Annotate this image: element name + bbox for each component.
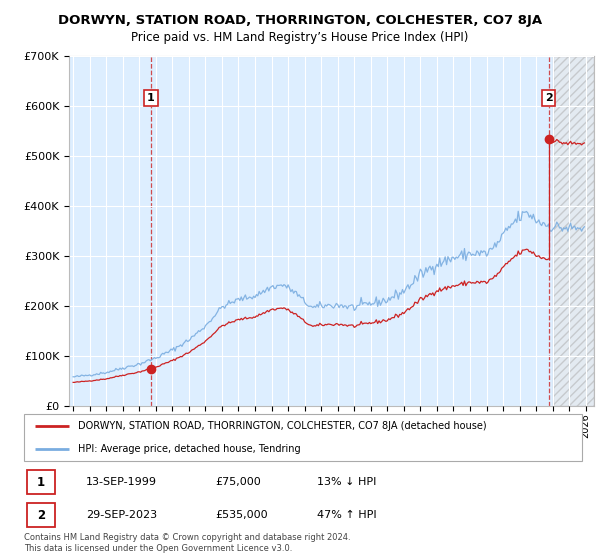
- Text: DORWYN, STATION ROAD, THORRINGTON, COLCHESTER, CO7 8JA: DORWYN, STATION ROAD, THORRINGTON, COLCH…: [58, 14, 542, 27]
- Bar: [553, 56, 594, 406]
- FancyBboxPatch shape: [27, 503, 55, 528]
- Bar: [553, 56, 594, 406]
- Text: 13% ↓ HPI: 13% ↓ HPI: [317, 477, 377, 487]
- Text: 1: 1: [147, 93, 155, 103]
- Text: Contains HM Land Registry data © Crown copyright and database right 2024.
This d: Contains HM Land Registry data © Crown c…: [24, 533, 350, 553]
- Text: Price paid vs. HM Land Registry’s House Price Index (HPI): Price paid vs. HM Land Registry’s House …: [131, 31, 469, 44]
- FancyBboxPatch shape: [27, 470, 55, 494]
- Text: 2: 2: [37, 509, 45, 522]
- Text: 2: 2: [545, 93, 553, 103]
- Text: £75,000: £75,000: [216, 477, 262, 487]
- Text: 29-SEP-2023: 29-SEP-2023: [86, 510, 157, 520]
- Text: 13-SEP-1999: 13-SEP-1999: [86, 477, 157, 487]
- Text: HPI: Average price, detached house, Tendring: HPI: Average price, detached house, Tend…: [77, 444, 300, 454]
- Text: 1: 1: [37, 475, 45, 489]
- Text: £535,000: £535,000: [216, 510, 268, 520]
- Text: 47% ↑ HPI: 47% ↑ HPI: [317, 510, 377, 520]
- Text: DORWYN, STATION ROAD, THORRINGTON, COLCHESTER, CO7 8JA (detached house): DORWYN, STATION ROAD, THORRINGTON, COLCH…: [77, 421, 486, 431]
- FancyBboxPatch shape: [24, 414, 583, 461]
